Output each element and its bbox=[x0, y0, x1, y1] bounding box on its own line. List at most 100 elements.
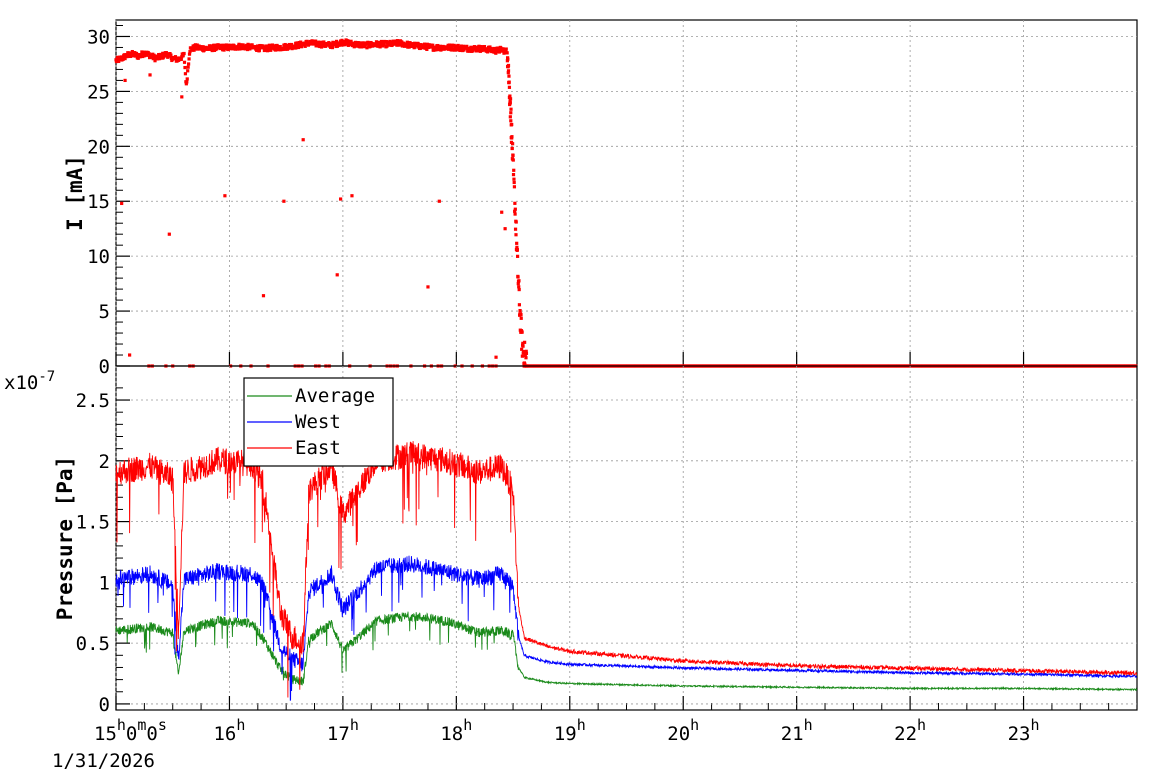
time-tick-label: 16h bbox=[213, 716, 245, 745]
current-point bbox=[475, 45, 479, 49]
current-point bbox=[305, 39, 309, 43]
current-outlier-point bbox=[148, 73, 152, 77]
current-point bbox=[152, 53, 156, 57]
time-tick-base: 20 bbox=[667, 723, 690, 745]
current-point bbox=[447, 43, 452, 47]
current-point bbox=[294, 46, 298, 50]
current-point bbox=[345, 41, 350, 45]
time-tick-label: 22h bbox=[894, 716, 926, 745]
current-point bbox=[518, 308, 522, 313]
current-point bbox=[292, 44, 296, 48]
current-point bbox=[385, 44, 389, 48]
current-point bbox=[164, 51, 168, 55]
current-point bbox=[334, 42, 338, 46]
current-point bbox=[505, 51, 509, 55]
time-tick-base: 22 bbox=[894, 723, 917, 745]
current-point bbox=[303, 44, 307, 48]
current-point bbox=[495, 50, 499, 54]
current-point bbox=[354, 44, 359, 48]
current-point bbox=[509, 111, 513, 115]
pressure-y-tick-label: 2.5 bbox=[76, 390, 110, 412]
current-point bbox=[519, 316, 523, 320]
current-point bbox=[507, 74, 511, 78]
current-point bbox=[187, 62, 191, 66]
current-point bbox=[225, 45, 229, 49]
current-point bbox=[515, 241, 519, 245]
current-point bbox=[379, 42, 383, 46]
current-point bbox=[492, 46, 497, 51]
current-point bbox=[232, 43, 236, 48]
current-point bbox=[512, 177, 516, 181]
current-point bbox=[209, 44, 213, 48]
current-point bbox=[123, 57, 127, 61]
current-point bbox=[284, 47, 288, 51]
current-point bbox=[261, 44, 265, 48]
current-point bbox=[511, 158, 515, 162]
legend-label-average: Average bbox=[295, 385, 375, 407]
current-point bbox=[179, 57, 183, 61]
current-point bbox=[471, 49, 475, 53]
current-point bbox=[496, 46, 500, 50]
current-point bbox=[188, 50, 192, 54]
current-point bbox=[511, 153, 515, 157]
current-point bbox=[449, 45, 453, 49]
current-point bbox=[266, 45, 270, 49]
time-tick-base: 0 bbox=[126, 723, 137, 745]
current-outlier-point bbox=[350, 194, 354, 198]
time-tick-base: 19 bbox=[554, 723, 577, 745]
current-point bbox=[183, 65, 187, 70]
current-point bbox=[277, 48, 281, 52]
current-point bbox=[508, 115, 512, 119]
time-tick-label: 19h bbox=[554, 716, 586, 745]
current-point bbox=[508, 99, 512, 103]
time-tick-unit: h bbox=[804, 716, 813, 734]
time-tick-unit: h bbox=[117, 716, 126, 734]
current-point bbox=[510, 146, 514, 151]
current-point bbox=[334, 39, 339, 43]
current-point bbox=[212, 43, 216, 47]
current-point bbox=[160, 53, 164, 57]
current-outlier-point bbox=[223, 194, 227, 198]
current-point bbox=[185, 80, 189, 84]
current-point bbox=[513, 212, 517, 216]
current-point bbox=[187, 57, 191, 61]
time-tick-unit: h bbox=[1030, 716, 1039, 734]
current-outlier-point bbox=[167, 232, 171, 236]
current-point bbox=[510, 135, 514, 139]
current-point bbox=[512, 180, 516, 185]
current-point bbox=[387, 41, 391, 45]
current-point bbox=[515, 248, 519, 252]
current-point bbox=[466, 46, 470, 50]
current-point bbox=[136, 56, 140, 60]
current-y-axis-title: I [mA] bbox=[63, 155, 87, 231]
current-point bbox=[184, 82, 188, 86]
current-point bbox=[310, 39, 314, 43]
legend-label-east: East bbox=[295, 437, 341, 459]
current-point bbox=[295, 41, 300, 46]
current-point bbox=[250, 43, 254, 47]
current-outlier-point bbox=[128, 353, 132, 357]
current-point bbox=[147, 56, 152, 60]
current-point bbox=[506, 71, 510, 75]
current-point bbox=[257, 48, 261, 52]
current-y-tick-label: 10 bbox=[87, 246, 110, 268]
current-point bbox=[365, 46, 369, 50]
current-point bbox=[508, 97, 513, 101]
current-point bbox=[411, 44, 415, 48]
current-point bbox=[456, 43, 460, 48]
pressure-y-axis-title: Pressure [Pa] bbox=[53, 456, 77, 620]
current-point bbox=[521, 341, 525, 345]
current-point bbox=[514, 233, 518, 237]
current-point bbox=[520, 347, 524, 351]
current-point bbox=[427, 45, 431, 50]
current-point bbox=[363, 44, 367, 48]
current-point bbox=[382, 42, 386, 46]
current-point bbox=[182, 51, 186, 56]
pressure-scale-exponent: -7 bbox=[38, 369, 55, 385]
pressure-series-west bbox=[115, 555, 1138, 701]
current-point bbox=[516, 275, 520, 279]
current-point bbox=[462, 48, 466, 52]
current-point bbox=[502, 51, 506, 55]
current-point bbox=[215, 47, 219, 51]
current-outlier-point bbox=[500, 210, 504, 214]
